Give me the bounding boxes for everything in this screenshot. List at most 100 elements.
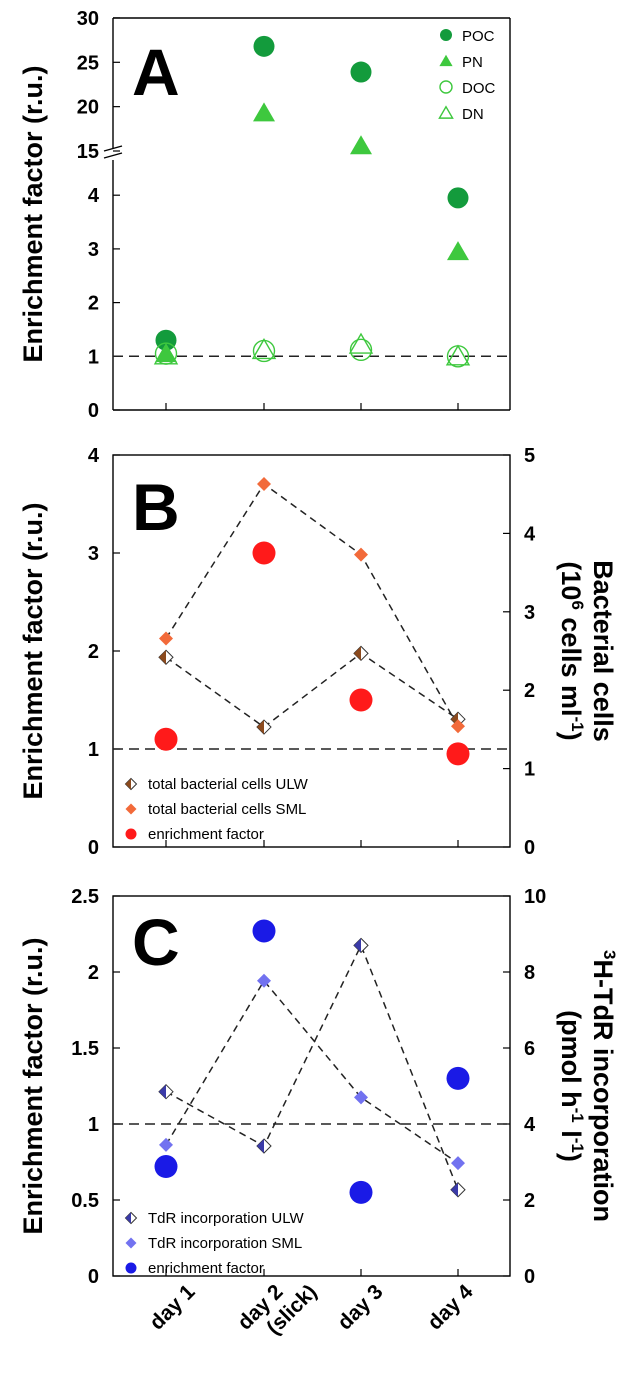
- data-point: [257, 477, 271, 492]
- series-pn: [155, 102, 469, 363]
- right-y-axis-label: 3H-TdR incorporation (pmol h-1 l-1): [556, 950, 619, 1222]
- legend-label: total bacterial cells SML: [148, 801, 306, 818]
- data-point: [447, 187, 469, 209]
- series-markers: [159, 973, 465, 1171]
- series-dn: [153, 332, 471, 366]
- data-point: [349, 688, 373, 712]
- data-point: [350, 135, 372, 155]
- right-y-axis-label-line1: Bacterial cells: [588, 560, 618, 742]
- data-point-half: [354, 938, 361, 953]
- data-point: [159, 1137, 173, 1152]
- right-y-axis-label-line2: (pmol h-1 l-1): [556, 1010, 587, 1162]
- data-point: [349, 1180, 373, 1204]
- data-point-half: [159, 1084, 166, 1099]
- y-tick-label: 25: [77, 52, 99, 74]
- data-point: [251, 338, 277, 360]
- y-tick-label: 15: [77, 141, 99, 163]
- panel-c: C Enrichment factor (r.u.) 3H-TdR incorp…: [18, 886, 619, 1288]
- data-point: [153, 343, 179, 365]
- data-point: [158, 649, 174, 665]
- series-line: [165, 979, 459, 1164]
- data-point: [154, 727, 178, 751]
- x-tick-label: day 3: [333, 1280, 387, 1334]
- right-y-axis-label: Bacterial cells (106 cells ml-1): [556, 560, 618, 742]
- y-tick-label: 3: [88, 239, 99, 261]
- legend-label: enrichment factor: [148, 826, 264, 843]
- series-markers: [158, 937, 466, 1198]
- y-tick-label: 30: [77, 8, 99, 30]
- right-y-tick-label: 3: [524, 602, 535, 624]
- data-point: [446, 742, 470, 766]
- data-point-half: [451, 1182, 458, 1197]
- legend-marker: [439, 80, 453, 94]
- data-point: [354, 547, 368, 562]
- panel-label-a: A: [132, 35, 180, 109]
- series-markers: [159, 477, 465, 734]
- legend-marker-half: [125, 778, 131, 790]
- y-tick-label: 3: [88, 543, 99, 565]
- y-axis-label: Enrichment factor (r.u.): [18, 65, 48, 362]
- data-point: [158, 1083, 174, 1100]
- data-point: [155, 329, 177, 351]
- data-point: [353, 937, 369, 954]
- data-point: [257, 973, 271, 988]
- legend-label: TdR incorporation ULW: [148, 1210, 304, 1227]
- data-point-half: [257, 720, 264, 735]
- data-point: [155, 343, 177, 363]
- series-line: [165, 652, 459, 728]
- series-total-bacterial-cells-sml: [165, 482, 459, 727]
- panel-a: A Enrichment factor (r.u.) 0 1 2 3 4 15 20 25 30…: [18, 8, 511, 422]
- series-line: [165, 482, 459, 727]
- legend-marker: [124, 777, 138, 791]
- legend-label: DOC: [462, 80, 496, 97]
- data-point: [445, 344, 471, 366]
- legend-label: total bacterial cells ULW: [148, 776, 309, 793]
- right-y-tick-label: 8: [524, 962, 535, 984]
- data-point: [159, 631, 173, 646]
- y-tick-label: 0.5: [71, 1190, 99, 1212]
- right-y-tick-label: 6: [524, 1038, 535, 1060]
- data-point: [451, 1156, 465, 1171]
- legend-marker: [125, 1262, 137, 1274]
- legend-marker: [125, 803, 137, 815]
- legend-marker: [124, 1211, 138, 1225]
- y-axis-label: Enrichment factor (r.u.): [18, 502, 48, 799]
- data-point: [256, 1138, 272, 1154]
- data-point-half: [257, 1139, 264, 1154]
- series-total-bacterial-cells-ulw: [165, 652, 459, 728]
- right-y-tick-label: 4: [524, 1114, 536, 1136]
- y-tick-label: 0: [88, 1266, 99, 1288]
- y-tick-label: 0: [88, 400, 99, 422]
- right-y-tick-label: 10: [524, 886, 546, 908]
- panel-label-b: B: [132, 470, 180, 544]
- y-axis-label: Enrichment factor (r.u.): [18, 937, 48, 1234]
- right-y-tick-label: 0: [524, 1266, 535, 1288]
- legend-marker: [440, 29, 452, 41]
- series-poc: [155, 35, 469, 351]
- right-y-tick-label: 2: [524, 680, 535, 702]
- data-point: [253, 102, 275, 122]
- data-point-half: [354, 646, 361, 661]
- series-markers: [158, 645, 466, 735]
- legend-marker: [125, 828, 137, 840]
- y-tick-label: 1.5: [71, 1038, 99, 1060]
- data-point: [350, 61, 372, 83]
- axis-break-mark: [103, 145, 123, 159]
- right-y-tick-label: 5: [524, 445, 535, 467]
- data-point: [353, 645, 369, 662]
- y-tick-label: 1: [88, 1114, 99, 1136]
- right-y-tick-label: 2: [524, 1190, 535, 1212]
- y-tick-label: 2: [88, 641, 99, 663]
- y-tick-label: 20: [77, 97, 99, 119]
- legend-marker: [439, 54, 453, 67]
- data-point-half: [159, 650, 166, 665]
- x-tick-label: day 1: [145, 1280, 199, 1334]
- legend-marker-half: [125, 1212, 131, 1224]
- series-line: [165, 943, 459, 1191]
- data-point: [447, 241, 469, 261]
- data-point: [451, 719, 465, 734]
- data-point: [354, 1090, 368, 1105]
- legend-marker: [125, 1237, 137, 1249]
- legend-label: TdR incorporation SML: [148, 1235, 302, 1252]
